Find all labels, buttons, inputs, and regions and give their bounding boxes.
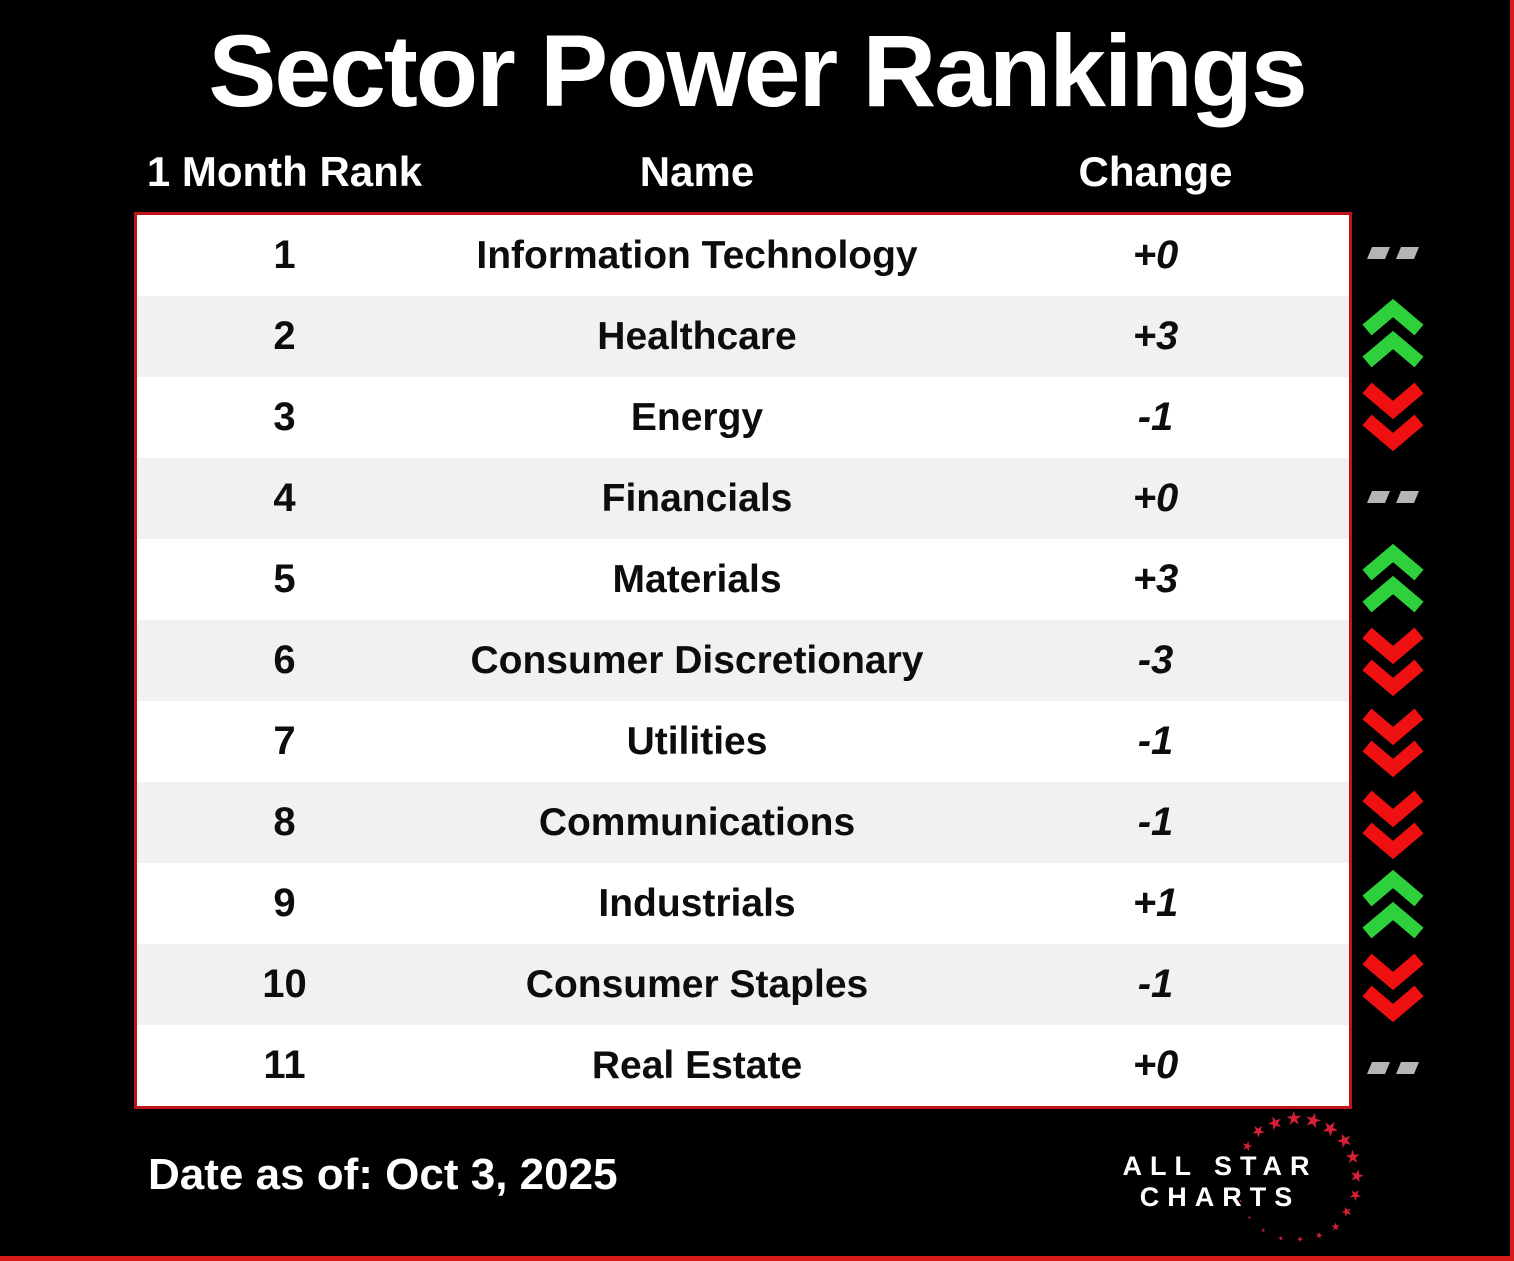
logo-line2: CHARTS bbox=[1139, 1182, 1301, 1212]
change-value: +3 bbox=[1132, 314, 1179, 358]
column-header-name: Name bbox=[639, 148, 755, 195]
change-indicator-flat bbox=[1360, 1027, 1426, 1109]
sector-name: Industrials bbox=[598, 881, 796, 925]
change-indicator-down bbox=[1360, 620, 1426, 702]
logo-line1: ALL STAR bbox=[1122, 1151, 1318, 1181]
change-value: -1 bbox=[1137, 395, 1174, 439]
rank-value: 10 bbox=[262, 962, 307, 1006]
star-icon: ★ bbox=[1347, 1167, 1367, 1184]
sector-name: Consumer Discretionary bbox=[470, 638, 924, 682]
table-row: 8 Communications -1 bbox=[137, 782, 1349, 863]
rank-value: 11 bbox=[263, 1043, 306, 1087]
change-indicator-rail bbox=[1360, 212, 1426, 1109]
star-icon: ★ bbox=[1260, 1226, 1268, 1234]
table-header-row: 1 Month Rank Name Change bbox=[137, 146, 1349, 198]
sector-name: Communications bbox=[538, 800, 856, 844]
rank-value: 9 bbox=[273, 881, 296, 925]
change-value: +0 bbox=[1132, 476, 1179, 520]
table-row: 4 Financials +0 bbox=[137, 458, 1349, 539]
change-indicator-flat bbox=[1360, 212, 1426, 294]
page-title: Sector Power Rankings bbox=[208, 13, 1307, 128]
table-row: 7 Utilities -1 bbox=[137, 701, 1349, 782]
logo-text: ALL STAR CHARTS bbox=[1113, 1151, 1327, 1213]
star-icon: ★ bbox=[1345, 1185, 1365, 1204]
header: Sector Power Rankings bbox=[0, 0, 1514, 142]
double-chevron-down-icon bbox=[1362, 953, 1424, 1022]
change-indicator-down bbox=[1360, 375, 1426, 457]
rankings-table: 1 Information Technology +0 2 Healthcare… bbox=[134, 212, 1352, 1109]
column-header-change: Change bbox=[1078, 148, 1233, 195]
table-row: 3 Energy -1 bbox=[137, 377, 1349, 458]
star-icon: ★ bbox=[1327, 1218, 1343, 1234]
table-row: 6 Consumer Discretionary -3 bbox=[137, 620, 1349, 701]
table-row: 10 Consumer Staples -1 bbox=[137, 944, 1349, 1025]
column-header-rank: 1 Month Rank bbox=[146, 148, 423, 195]
sector-name: Real Estate bbox=[591, 1043, 803, 1087]
change-indicator-up bbox=[1360, 294, 1426, 376]
change-value: +1 bbox=[1132, 881, 1179, 925]
bottom-red-line bbox=[0, 1256, 1514, 1261]
double-chevron-down-icon bbox=[1362, 382, 1424, 452]
rank-value: 6 bbox=[273, 638, 296, 682]
star-icon: ★ bbox=[1337, 1202, 1357, 1221]
double-chevron-up-icon bbox=[1362, 543, 1424, 613]
sector-name: Materials bbox=[612, 557, 782, 601]
change-value: +3 bbox=[1132, 557, 1179, 601]
star-icon: ★ bbox=[1296, 1234, 1304, 1244]
rank-value: 2 bbox=[273, 314, 296, 358]
rank-value: 4 bbox=[273, 476, 296, 520]
dash-flat-icon bbox=[1367, 246, 1419, 259]
dash-flat-icon bbox=[1367, 491, 1419, 504]
rank-value: 5 bbox=[273, 557, 296, 601]
double-chevron-up-icon bbox=[1362, 869, 1424, 939]
sector-name: Information Technology bbox=[476, 233, 918, 277]
table-row: 11 Real Estate +0 bbox=[137, 1025, 1349, 1106]
as-of-date-label: Date as of: Oct 3, 2025 bbox=[148, 1150, 618, 1199]
right-red-line bbox=[1510, 0, 1514, 1261]
table-row: 1 Information Technology +0 bbox=[137, 215, 1349, 296]
sector-name: Consumer Staples bbox=[525, 962, 869, 1006]
rank-value: 3 bbox=[273, 395, 296, 439]
double-chevron-down-icon bbox=[1362, 790, 1424, 859]
change-indicator-down bbox=[1360, 946, 1426, 1028]
sector-name: Financials bbox=[601, 476, 793, 520]
change-indicator-flat bbox=[1360, 457, 1426, 539]
sector-name: Energy bbox=[630, 395, 764, 439]
all-star-charts-logo: ★ ★ ★ ★ ★ ★ ★ ★ ★ ★ ★ ★ ★ ★ ★ ★ ★ ★ ALL STAR CHARTS bbox=[1105, 1103, 1385, 1255]
double-chevron-up-icon bbox=[1362, 299, 1424, 368]
sector-name: Healthcare bbox=[597, 314, 797, 358]
change-indicator-down bbox=[1360, 783, 1426, 865]
double-chevron-down-icon bbox=[1362, 627, 1424, 696]
table-row: 9 Industrials +1 bbox=[137, 863, 1349, 944]
change-value: -1 bbox=[1137, 800, 1174, 844]
change-value: -1 bbox=[1137, 962, 1174, 1006]
change-value: -3 bbox=[1137, 638, 1174, 682]
change-indicator-down bbox=[1360, 701, 1426, 783]
table-row: 5 Materials +3 bbox=[137, 539, 1349, 620]
double-chevron-down-icon bbox=[1362, 708, 1424, 778]
change-indicator-up bbox=[1360, 538, 1426, 620]
sector-name: Utilities bbox=[626, 719, 768, 763]
change-value: +0 bbox=[1132, 1043, 1179, 1087]
rank-value: 1 bbox=[273, 233, 296, 277]
table-row: 2 Healthcare +3 bbox=[137, 296, 1349, 377]
star-icon: ★ bbox=[1277, 1233, 1285, 1242]
star-icon: ★ bbox=[1284, 1108, 1303, 1131]
change-value: +0 bbox=[1132, 233, 1179, 277]
rank-value: 7 bbox=[273, 719, 296, 763]
rank-value: 8 bbox=[273, 800, 296, 844]
change-value: -1 bbox=[1137, 719, 1174, 763]
dash-flat-icon bbox=[1367, 1062, 1419, 1075]
star-icon: ★ bbox=[1246, 1214, 1253, 1221]
star-icon: ★ bbox=[1313, 1229, 1325, 1242]
change-indicator-up bbox=[1360, 864, 1426, 946]
